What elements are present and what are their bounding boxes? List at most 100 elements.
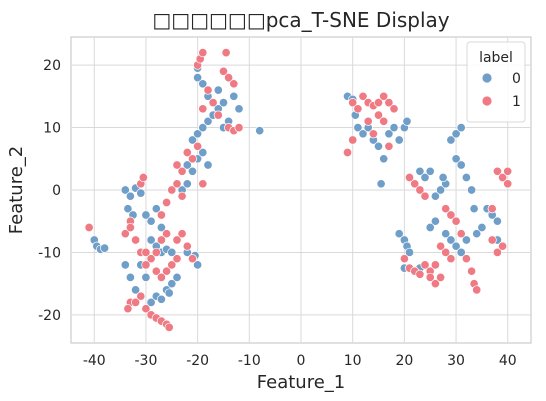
scatter-point-label-0 [456,247,466,257]
scatter-point-label-0 [218,98,229,108]
scatter-point-label-1 [446,254,456,264]
scatter-point-label-0 [141,272,151,282]
scatter-point-label-1 [487,204,497,214]
scatter-point-label-0 [425,166,435,176]
scatter-point-label-1 [182,147,192,158]
scatter-point-label-0 [146,297,156,307]
scatter-point-label-1 [415,269,425,279]
scatter-point-label-0 [373,141,384,151]
y-tick-label: -20 [38,308,61,324]
scatter-point-label-0 [389,123,399,133]
scatter-point-label-1 [172,160,182,170]
scatter-point-label-0 [467,185,477,195]
scatter-point-label-0 [125,191,135,201]
scatter-point-label-0 [151,204,161,214]
legend-label-1: 1 [512,94,521,110]
scatter-point-label-0 [451,129,461,139]
scatter-point-label-0 [394,135,404,145]
legend-label-0: 0 [512,71,521,87]
scatter-point-label-0 [441,229,451,239]
scatter-point-label-1 [164,322,174,332]
scatter-point-label-1 [141,304,151,314]
scatter-point-label-1 [131,235,141,245]
scatter-point-label-0 [472,229,482,239]
scatter-point-label-0 [358,129,368,139]
scatter-point-label-1 [221,48,231,58]
scatter-point-label-1 [172,235,182,245]
scatter-point-label-1 [415,185,425,195]
scatter-point-label-0 [172,272,182,282]
scatter-point-label-1 [348,135,358,145]
scatter-point-label-0 [120,260,130,270]
scatter-point-label-0 [353,123,363,133]
scatter-point-label-1 [167,185,177,195]
scatter-point-label-0 [193,73,203,83]
scatter-point-label-1 [187,154,198,164]
scatter-point-label-0 [492,216,502,226]
y-axis-label: Feature_2 [6,146,27,234]
scatter-point-label-1 [203,85,213,95]
scatter-point-label-1 [125,222,135,233]
scatter-point-label-1 [420,260,430,270]
scatter-point-label-1 [430,260,440,270]
scatter-point-label-1 [156,210,166,220]
legend-marker-1 [481,95,493,107]
scatter-point-label-1 [436,272,446,282]
scatter-point-label-0 [477,222,487,233]
scatter-point-label-1 [492,247,502,257]
x-tick-label: 20 [395,353,413,369]
scatter-point-label-1 [373,110,384,120]
scatter-point-label-1 [498,172,508,183]
scatter-point-label-0 [402,116,412,126]
scatter-point-label-0 [430,191,440,201]
scatter-point-label-1 [123,304,133,314]
scatter-point-label-1 [177,166,187,176]
scatter-point-label-0 [167,247,177,257]
scatter-point-label-0 [404,247,415,257]
scatter-point-label-1 [224,73,234,83]
scatter-point-label-0 [384,129,394,139]
scatter-point-label-0 [187,135,198,145]
scatter-point-label-0 [456,160,466,170]
x-tick-label: -30 [135,353,158,369]
scatter-point-label-1 [348,98,358,108]
scatter-point-label-1 [234,123,244,133]
scatter-point-label-1 [131,297,141,307]
scatter-point-label-0 [415,166,425,176]
scatter-point-label-1 [379,91,389,101]
y-tick-label: 10 [43,121,61,137]
y-tick-label: 0 [52,183,61,199]
scatter-point-label-1 [136,291,146,301]
scatter-point-label-1 [167,260,177,270]
scatter-point-label-0 [198,123,208,133]
scatter-point-label-0 [394,229,404,239]
legend-title: label [479,50,513,66]
scatter-point-label-1 [342,147,353,158]
scatter-point-label-1 [472,285,482,295]
scatter-point-label-1 [182,241,192,251]
scatter-point-label-1 [461,254,471,264]
scatter-point-label-0 [461,172,471,183]
chart-title: □□□□□□pca_T-SNE Display [152,8,449,32]
scatter-point-label-1 [156,272,166,282]
x-tick-label: 10 [344,353,362,369]
scatter-point-label-1 [425,272,435,282]
x-tick-label: 40 [499,353,517,369]
scatter-point-label-1 [441,247,451,257]
scatter-point-label-1 [389,104,399,114]
scatter-point-label-1 [84,222,94,233]
scatter-point-label-1 [487,235,497,245]
scatter-point-label-1 [141,260,151,270]
scatter-point-label-0 [203,160,213,170]
scatter-point-label-1 [120,229,130,239]
scatter-point-label-1 [492,166,502,176]
scatter-point-label-1 [373,98,384,108]
scatter-point-label-1 [146,254,156,264]
scatter-point-label-0 [451,241,461,251]
scatter-point-label-1 [213,110,223,120]
scatter-point-label-1 [399,254,409,264]
scatter-point-label-0 [136,188,146,198]
scatter-point-label-1 [358,91,368,101]
y-tick-labels: -20 -10 0 10 20 [38,58,61,324]
